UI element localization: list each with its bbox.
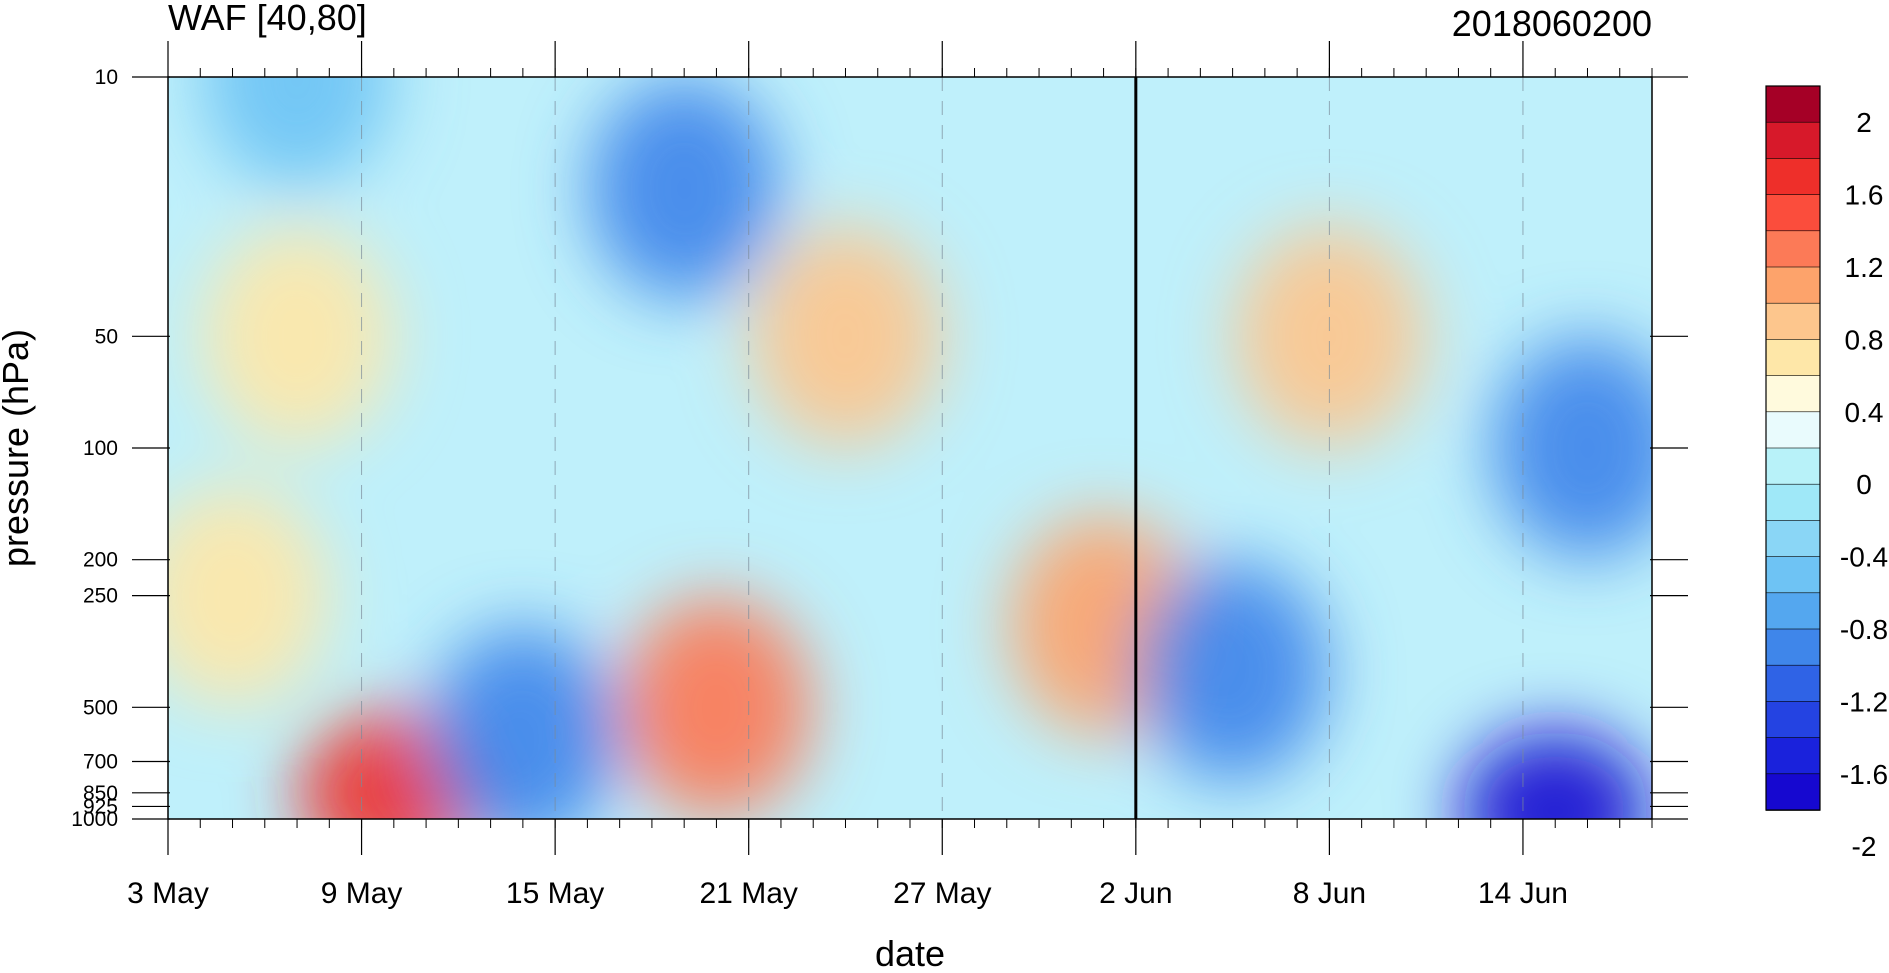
x-tick-label: 2 Jun: [1099, 877, 1172, 910]
waf-region: [427, 626, 618, 819]
waf-region: [621, 597, 812, 818]
plot-background: [168, 77, 1652, 819]
colorbar-swatch: [1765, 628, 1821, 667]
title-right: 2018060200: [1452, 3, 1652, 44]
colorbar-swatch: [1765, 737, 1821, 775]
colorbar-swatch: [1765, 773, 1821, 811]
waf-region: [1137, 561, 1328, 782]
colorbar-label: -2: [1852, 831, 1877, 862]
waf-region: [1234, 226, 1425, 447]
colorbar-swatch: [1765, 194, 1821, 232]
waf-region: [168, 485, 328, 706]
waf-region: [750, 226, 941, 447]
x-tick-label: 21 May: [700, 877, 798, 910]
colorbar: 2 1.6 1.2 0.8 0.4 0 -0.4 -0.8 -1.2 -1.6 -2: [1765, 85, 1888, 862]
colorbar-label: 1.2: [1845, 252, 1884, 283]
y-tick-label: 50: [95, 325, 118, 348]
colorbar-label: 0.4: [1845, 397, 1884, 428]
y-tick-label: 500: [83, 696, 118, 719]
x-tick-label: 27 May: [893, 877, 991, 910]
y-tick-label: 250: [83, 585, 118, 608]
colorbar-swatch: [1765, 592, 1821, 630]
colorbar-swatch: [1765, 447, 1821, 486]
colorbar-label: -0.8: [1840, 614, 1888, 645]
y-tick-label: 200: [83, 549, 118, 572]
waf-region: [1460, 730, 1651, 819]
y-tick-label: 1000: [71, 808, 118, 831]
x-tick-label: 14 Jun: [1478, 877, 1568, 910]
x-tick-label: 9 May: [321, 877, 403, 910]
colorbar-label: -1.2: [1840, 686, 1888, 717]
colorbar-swatch: [1765, 520, 1821, 558]
colorbar-swatch: [1765, 230, 1821, 268]
colorbar-swatch: [1765, 556, 1821, 594]
x-axis: 3 May 9 May 15 May 21 May 27 May 2 Jun 8 Jun 14…: [127, 41, 1653, 910]
colorbar-swatch: [1765, 411, 1821, 449]
colorbar-swatch: [1765, 701, 1821, 739]
colorbar-swatch: [1765, 121, 1821, 160]
y-tick-label: 925: [83, 795, 118, 818]
y-tick-label: 10: [95, 66, 118, 89]
waf-region: [589, 78, 780, 299]
contour-field: [168, 77, 1652, 819]
x-tick-label: 3 May: [127, 877, 209, 910]
y-tick-label: 100: [83, 437, 118, 460]
colorbar-label: -0.4: [1840, 542, 1888, 573]
x-tick-label: 15 May: [506, 877, 604, 910]
colorbar-swatch: [1765, 375, 1821, 413]
colorbar-swatch: [1765, 483, 1821, 522]
colorbar-swatch: [1765, 158, 1821, 196]
waf-region: [202, 77, 393, 187]
colorbar-label: 0: [1856, 469, 1872, 500]
colorbar-swatch: [1765, 664, 1821, 703]
colorbar-frame: [1765, 85, 1821, 811]
y-tick-label: 850: [83, 782, 118, 805]
y-tick-label: 700: [83, 751, 118, 774]
colorbar-label: 2: [1856, 107, 1872, 138]
x-axis-label: date: [875, 933, 945, 968]
colorbar-swatch: [1765, 266, 1821, 305]
waf-region: [202, 226, 393, 447]
title-left: WAF [40,80]: [168, 0, 367, 38]
colorbar-swatch: [1765, 85, 1821, 124]
x-tick-label: 8 Jun: [1293, 877, 1366, 910]
y-axis-label: pressure (hPa): [0, 329, 36, 567]
colorbar-swatch: [1765, 339, 1821, 377]
colorbar-label: -1.6: [1840, 759, 1888, 790]
colorbar-label: 0.8: [1845, 324, 1884, 355]
colorbar-swatch: [1765, 302, 1821, 341]
colorbar-label: 1.6: [1845, 180, 1884, 211]
waf-region: [1492, 338, 1652, 558]
